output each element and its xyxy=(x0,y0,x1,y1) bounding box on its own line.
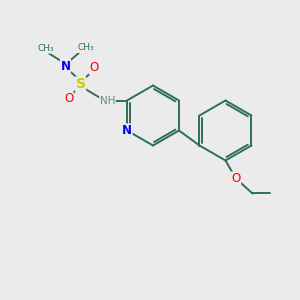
Text: CH₃: CH₃ xyxy=(38,44,54,53)
Text: S: S xyxy=(76,77,85,91)
Text: NH: NH xyxy=(100,95,115,106)
Text: N: N xyxy=(122,124,132,137)
Text: CH₃: CH₃ xyxy=(77,44,94,52)
Text: O: O xyxy=(89,61,99,74)
Text: N: N xyxy=(61,59,70,73)
Text: O: O xyxy=(64,92,73,106)
Text: O: O xyxy=(231,172,241,185)
